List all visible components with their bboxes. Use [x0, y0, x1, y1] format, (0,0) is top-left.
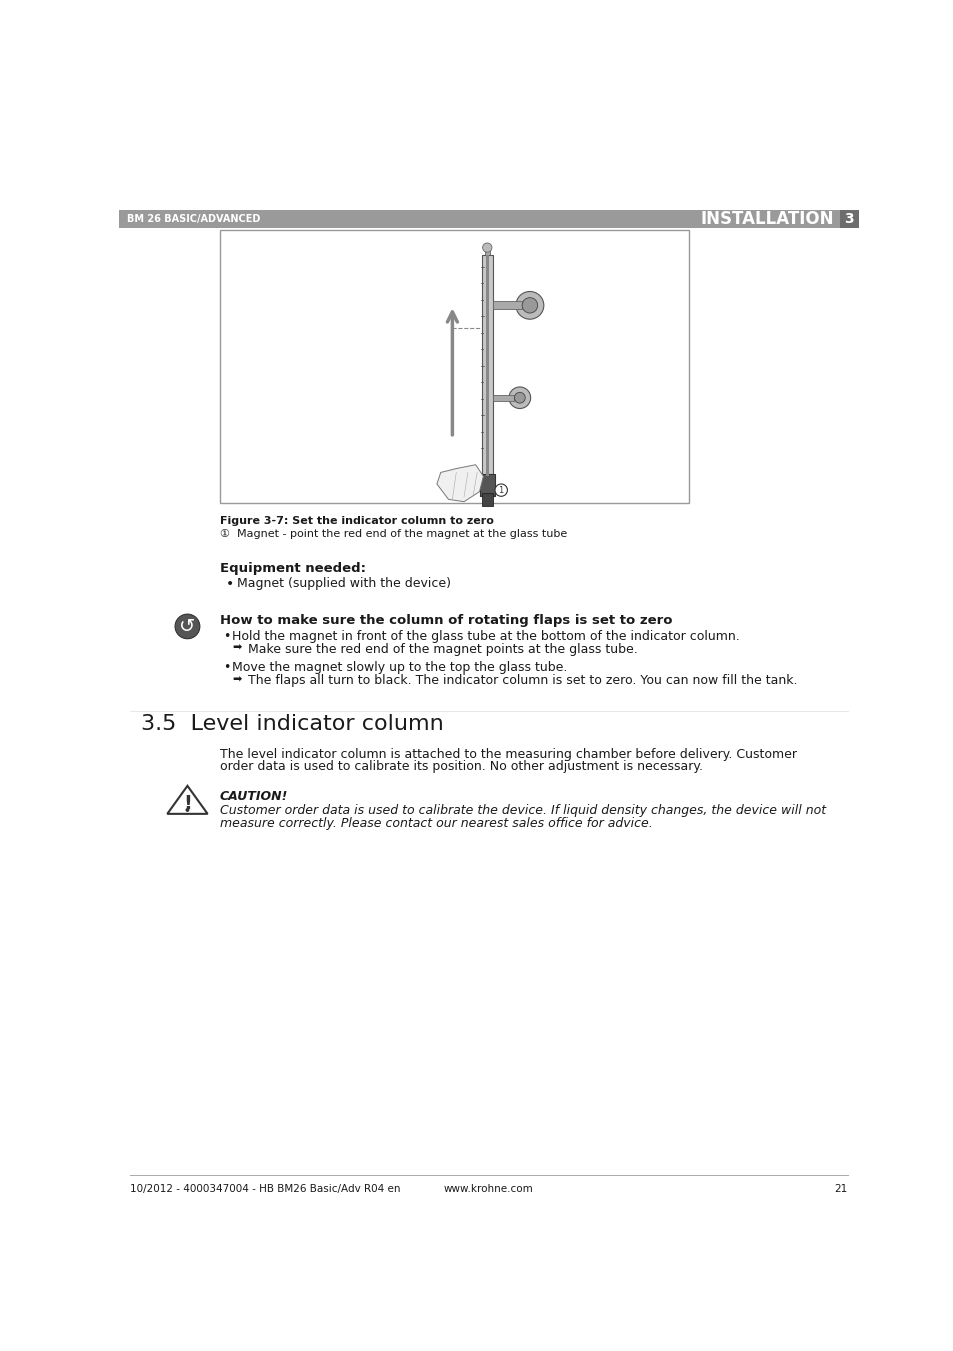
- Circle shape: [521, 297, 537, 313]
- Text: Figure 3-7: Set the indicator column to zero: Figure 3-7: Set the indicator column to …: [220, 516, 494, 526]
- Text: 3: 3: [843, 212, 853, 226]
- Bar: [220, 230, 688, 503]
- Text: 1: 1: [498, 485, 503, 494]
- Circle shape: [495, 484, 507, 496]
- Circle shape: [482, 243, 492, 253]
- Text: •: •: [223, 630, 231, 643]
- Text: How to make sure the column of rotating flaps is set to zero: How to make sure the column of rotating …: [220, 615, 672, 627]
- Text: Move the magnet slowly up to the top the glass tube.: Move the magnet slowly up to the top the…: [233, 661, 567, 674]
- Text: BM 26 BASIC/ADVANCED: BM 26 BASIC/ADVANCED: [127, 213, 260, 224]
- Text: Customer order data is used to calibrate the device. If liquid density changes, : Customer order data is used to calibrate…: [220, 804, 825, 817]
- Bar: [479, 474, 495, 496]
- Text: The flaps all turn to black. The indicator column is set to zero. You can now fi: The flaps all turn to black. The indicat…: [248, 674, 797, 688]
- Text: Make sure the red end of the magnet points at the glass tube.: Make sure the red end of the magnet poin…: [248, 643, 637, 655]
- Bar: [485, 255, 488, 477]
- Bar: [481, 255, 492, 477]
- Circle shape: [516, 292, 543, 319]
- Bar: [484, 246, 489, 263]
- Bar: [492, 394, 514, 401]
- Text: www.krohne.com: www.krohne.com: [443, 1183, 534, 1194]
- Text: order data is used to calibrate its position. No other adjustment is necessary.: order data is used to calibrate its posi…: [220, 761, 702, 773]
- Text: 21: 21: [834, 1183, 847, 1194]
- Circle shape: [174, 615, 199, 639]
- Text: measure correctly. Please contact our nearest sales office for advice.: measure correctly. Please contact our ne…: [220, 816, 652, 830]
- Text: •: •: [226, 577, 234, 592]
- Text: Hold the magnet in front of the glass tube at the bottom of the indicator column: Hold the magnet in front of the glass tu…: [233, 630, 740, 643]
- Circle shape: [508, 386, 530, 408]
- Text: INSTALLATION: INSTALLATION: [700, 211, 833, 228]
- Circle shape: [514, 392, 525, 403]
- Bar: [492, 301, 521, 309]
- Text: ➡: ➡: [233, 643, 241, 653]
- Bar: [119, 209, 858, 228]
- Bar: [840, 209, 858, 228]
- Text: !: !: [183, 794, 192, 813]
- Circle shape: [185, 808, 190, 812]
- Text: 10/2012 - 4000347004 - HB BM26 Basic/Adv R04 en: 10/2012 - 4000347004 - HB BM26 Basic/Adv…: [130, 1183, 400, 1194]
- Polygon shape: [167, 786, 208, 813]
- Text: CAUTION!: CAUTION!: [220, 790, 288, 804]
- Text: ↺: ↺: [179, 617, 195, 636]
- Bar: [481, 493, 492, 505]
- Text: Magnet (supplied with the device): Magnet (supplied with the device): [236, 577, 451, 590]
- Text: ①  Magnet - point the red end of the magnet at the glass tube: ① Magnet - point the red end of the magn…: [220, 530, 567, 539]
- Polygon shape: [436, 465, 483, 501]
- Text: The level indicator column is attached to the measuring chamber before delivery.: The level indicator column is attached t…: [220, 748, 796, 761]
- Text: •: •: [223, 661, 231, 674]
- Text: ➡: ➡: [233, 674, 241, 684]
- Text: 3.5  Level indicator column: 3.5 Level indicator column: [141, 715, 443, 734]
- Text: Equipment needed:: Equipment needed:: [220, 562, 366, 574]
